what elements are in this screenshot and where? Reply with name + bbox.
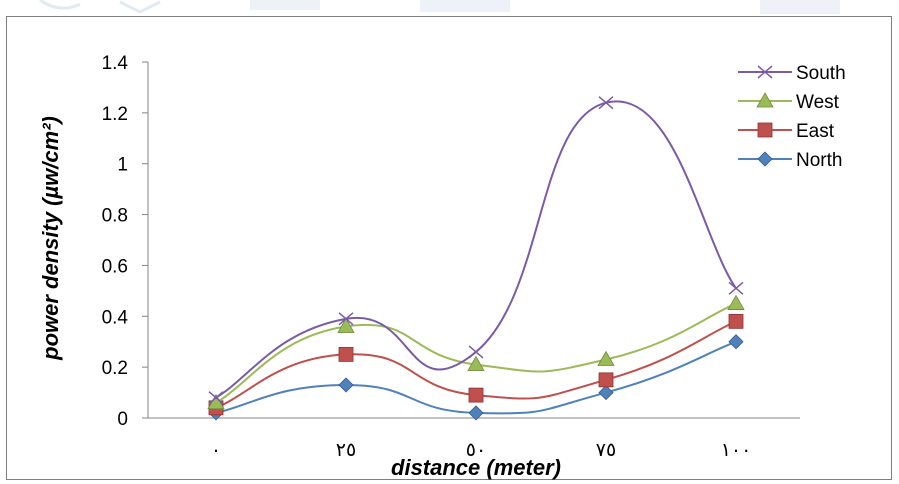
y-tick-label: 0.2: [102, 358, 128, 379]
legend-label-north: North: [796, 150, 842, 171]
data-point-north: [598, 385, 614, 401]
chart-frame: [6, 16, 892, 480]
data-point-west: [467, 355, 485, 372]
legend: South West East North: [738, 63, 846, 171]
data-point-west: [597, 350, 615, 366]
data-point-north: [468, 405, 484, 421]
data-point-south: [208, 391, 224, 405]
y-tick-label: 1: [117, 155, 128, 176]
y-tick-label: 0: [117, 409, 128, 430]
legend-label-south: South: [796, 63, 846, 84]
data-point-south: [728, 281, 744, 295]
data-point-south: [468, 345, 484, 359]
data-point-east: [338, 347, 354, 362]
y-tick-label: 0.8: [102, 206, 128, 227]
y-tick-label: 0.4: [102, 307, 129, 328]
series-line-south: [215, 100, 737, 399]
data-point-east: [468, 387, 484, 403]
legend-marker-east: [757, 122, 773, 138]
x-tick-label: ٧٥: [596, 440, 616, 461]
data-point-south: [598, 96, 614, 110]
data-point-south: [338, 312, 354, 326]
legend-label-west: West: [796, 92, 840, 113]
data-point-north: [338, 377, 354, 393]
x-axis: ٠ ٢٥ ٥٠ ٧٥ ١٠٠: [148, 417, 800, 461]
data-point-east: [728, 313, 744, 329]
legend-label-east: East: [796, 121, 835, 142]
y-axis: 0 0.2 0.4 0.6 0.8 1 1.2 1.4: [102, 53, 149, 430]
x-tick-label: ٠: [211, 440, 221, 461]
legend-marker-south: [757, 65, 773, 79]
y-axis-title: power density (µw/cm²): [38, 116, 63, 361]
data-point-north: [728, 334, 744, 350]
y-tick-label: 1.2: [102, 104, 128, 125]
y-tick-label: 1.4: [102, 53, 129, 74]
x-tick-label: ٢٥: [336, 440, 356, 461]
x-axis-title: distance (meter): [391, 455, 561, 480]
data-point-west: [727, 294, 745, 310]
legend-marker-west: [756, 92, 774, 108]
series-lines: [207, 96, 745, 421]
x-tick-label: ١٠٠: [721, 440, 752, 461]
x-tick-label: ٥٠: [466, 440, 486, 461]
data-point-east: [598, 372, 614, 388]
y-tick-label: 0.6: [102, 256, 128, 277]
legend-marker-north: [757, 151, 773, 167]
data-point-west: [337, 317, 355, 333]
